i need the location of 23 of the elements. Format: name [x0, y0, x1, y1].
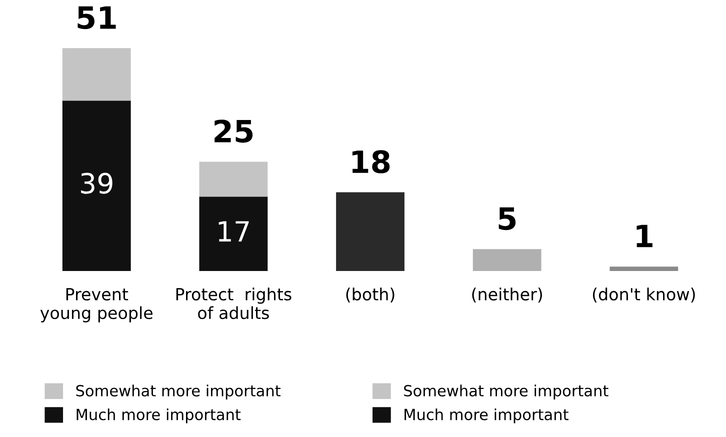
- legend-label: Somewhat more important: [76, 384, 281, 400]
- data-label: 17: [218, 221, 249, 242]
- legend-label: Somewhat more important: [404, 384, 608, 400]
- bar: [336, 192, 404, 271]
- x-tick-label: (both): [346, 288, 394, 302]
- total-label: 5: [498, 207, 516, 230]
- bar: [199, 196, 268, 271]
- total-label: 25: [214, 120, 253, 143]
- x-tick-label: (neither): [472, 288, 542, 302]
- legend-label: Much more important: [404, 408, 568, 424]
- x-tick-label: (don't know): [592, 288, 695, 302]
- x-tick-label: Protect rights of adults: [176, 288, 292, 320]
- data-label: 39: [81, 172, 112, 194]
- total-label: 18: [352, 150, 390, 174]
- bar: [472, 249, 542, 271]
- x-tick-label: Prevent young people: [40, 288, 153, 322]
- bar: [62, 100, 131, 271]
- legend-label: Much more important: [76, 408, 241, 424]
- bar: [610, 266, 678, 271]
- total-label: 51: [78, 6, 116, 30]
- bar: [62, 48, 131, 101]
- total-label: 1: [636, 224, 652, 248]
- bar: [199, 162, 268, 197]
